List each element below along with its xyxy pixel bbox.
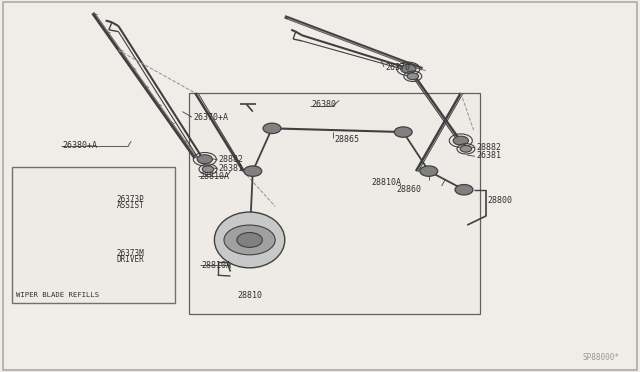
Text: 26381: 26381 <box>476 151 501 160</box>
Text: 28810A: 28810A <box>200 172 230 181</box>
Text: 28882: 28882 <box>476 143 501 152</box>
Text: 26373P: 26373P <box>116 195 144 204</box>
Circle shape <box>407 73 419 80</box>
Circle shape <box>263 123 281 134</box>
Circle shape <box>394 127 412 137</box>
Text: 26380: 26380 <box>312 100 337 109</box>
Text: 28810A: 28810A <box>371 178 401 187</box>
Text: ASSIST: ASSIST <box>116 201 144 210</box>
Circle shape <box>197 155 212 164</box>
Text: 28810: 28810 <box>237 291 262 300</box>
Circle shape <box>455 185 473 195</box>
Circle shape <box>453 136 468 145</box>
Bar <box>12 167 175 303</box>
Text: 28810A: 28810A <box>201 262 231 270</box>
Circle shape <box>202 166 214 173</box>
Circle shape <box>420 166 438 176</box>
Text: 28882: 28882 <box>219 155 244 164</box>
Text: WIPER BLADE REFILLS: WIPER BLADE REFILLS <box>16 292 99 298</box>
Text: 28800: 28800 <box>488 196 513 205</box>
Bar <box>189 93 480 314</box>
Circle shape <box>401 64 416 73</box>
Text: 28865: 28865 <box>334 135 359 144</box>
Text: 26380+A: 26380+A <box>62 141 97 150</box>
Circle shape <box>244 166 262 176</box>
Circle shape <box>224 225 275 255</box>
Circle shape <box>460 145 472 152</box>
Text: 28860: 28860 <box>397 185 422 194</box>
Circle shape <box>237 232 262 247</box>
Text: 26370+A: 26370+A <box>193 113 228 122</box>
Text: 26370: 26370 <box>385 63 410 72</box>
Text: SP88000*: SP88000* <box>582 353 620 362</box>
Text: 26381: 26381 <box>219 164 244 173</box>
Text: DRIVER: DRIVER <box>116 255 144 264</box>
Text: 26373M: 26373M <box>116 249 144 258</box>
Ellipse shape <box>214 212 285 268</box>
